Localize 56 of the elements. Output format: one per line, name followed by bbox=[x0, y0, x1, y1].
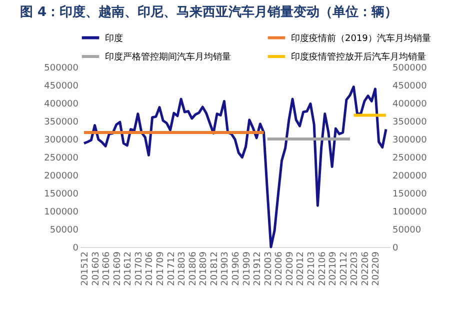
y-tick-label: 100000 bbox=[44, 208, 79, 218]
y-tick-label: 400000 bbox=[44, 100, 79, 110]
y-tick-label: 500000 bbox=[44, 64, 79, 74]
x-tick-label: 202106 bbox=[318, 251, 328, 286]
x-tick-label: 202206 bbox=[360, 251, 371, 286]
x-tick-label: 201712 bbox=[166, 252, 177, 286]
y-tick-label: 450000 bbox=[44, 82, 79, 92]
legend-label: 印度疫情管控放开后汽车月均销量 bbox=[291, 52, 426, 62]
y-tick-label: 0 bbox=[72, 244, 79, 254]
x-tick-label: 201609 bbox=[112, 251, 123, 286]
line-series bbox=[82, 86, 388, 248]
y-tick-label: 300000 bbox=[44, 136, 79, 146]
x-tick-label: 201612 bbox=[124, 252, 134, 286]
x-tick-label: 201809 bbox=[199, 251, 210, 286]
x-tick-label: 201912 bbox=[253, 252, 264, 286]
y2-tick-label: 200000 bbox=[392, 172, 428, 182]
y2-tick-label: 350000 bbox=[392, 118, 428, 128]
x-tick-label: 201906 bbox=[232, 251, 242, 286]
x-tick-label: 202109 bbox=[328, 251, 339, 286]
y2-tick-label: 0 bbox=[392, 244, 398, 254]
y2-tick-label: 500000 bbox=[392, 64, 428, 74]
x-tick-label: 201703 bbox=[134, 252, 144, 286]
x-tick-label: 201706 bbox=[145, 251, 156, 286]
y2-tick-label: 450000 bbox=[392, 82, 428, 92]
y2-tick-label: 400000 bbox=[392, 100, 428, 110]
x-tick-label: 201603 bbox=[91, 252, 102, 286]
y2-tick-label: 100000 bbox=[392, 208, 428, 218]
x-tick-label: 201606 bbox=[102, 251, 112, 286]
x-tick-label: 202103 bbox=[307, 252, 317, 286]
x-tick-label: 202006 bbox=[274, 251, 285, 286]
x-tick-label: 202009 bbox=[285, 251, 296, 286]
x-tick-label: 201812 bbox=[210, 252, 220, 286]
legend-label: 印度 bbox=[105, 32, 123, 44]
x-tick-label: 201709 bbox=[156, 251, 166, 286]
y2-tick-label: 300000 bbox=[392, 136, 428, 146]
x-tick-label: 202012 bbox=[296, 252, 306, 286]
y-tick-label: 50000 bbox=[50, 226, 79, 236]
chart-title: 图 4：印度、越南、印尼、马来西亚汽车月销量变动（单位：辆） bbox=[20, 4, 398, 20]
y2-tick-label: 50000 bbox=[392, 226, 422, 236]
x-tick-label: 201806 bbox=[188, 251, 198, 286]
x-tick-label: 202112 bbox=[339, 252, 350, 286]
legend-label: 印度严格管控期间汽车月均销量 bbox=[105, 52, 231, 62]
y-tick-label: 350000 bbox=[44, 118, 79, 128]
y-tick-label: 200000 bbox=[44, 172, 79, 182]
y2-tick-label: 150000 bbox=[392, 190, 428, 200]
x-tick-label: 201512 bbox=[80, 252, 90, 286]
y-tick-label: 250000 bbox=[44, 154, 79, 164]
legend-label: 印度疫情前（2019）汽车月均销量 bbox=[291, 32, 431, 44]
x-tick-label: 201909 bbox=[242, 251, 252, 286]
x-tick-label: 201903 bbox=[220, 252, 231, 286]
y-tick-label: 150000 bbox=[44, 190, 79, 200]
x-tick-label: 202203 bbox=[350, 252, 360, 286]
y2-tick-label: 250000 bbox=[392, 154, 428, 164]
x-tick-label: 202209 bbox=[372, 251, 382, 286]
x-tick-label: 201803 bbox=[178, 252, 188, 286]
x-tick-label: 202003 bbox=[264, 252, 274, 286]
